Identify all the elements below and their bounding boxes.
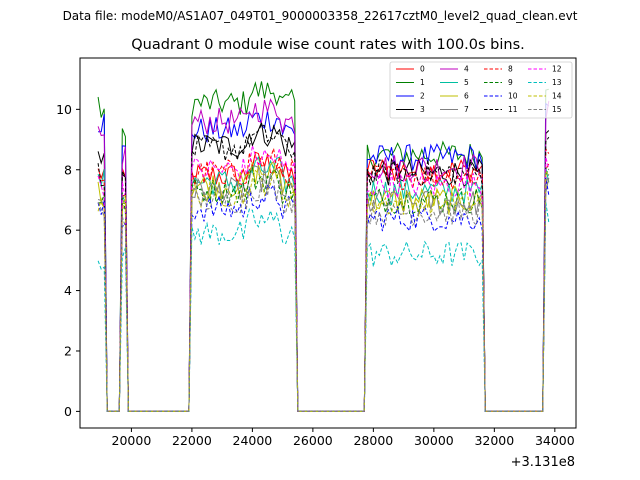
x-tick-label: 32000	[474, 433, 514, 448]
series-line-11	[97, 123, 550, 412]
series-line-15	[97, 173, 550, 412]
legend-label-12: 12	[552, 65, 562, 74]
x-offset-label: +3.131e8	[511, 455, 575, 470]
series-layer	[97, 81, 550, 412]
legend-frame	[389, 61, 573, 119]
legend-label-7: 7	[464, 105, 469, 114]
plot-area-frame	[79, 57, 577, 429]
x-tick-label: 34000	[535, 433, 575, 448]
y-tick-label: 2	[64, 343, 72, 358]
legend-label-5: 5	[464, 78, 469, 87]
legend-label-14: 14	[552, 92, 562, 101]
x-tick-label: 22000	[172, 433, 212, 448]
x-tick-label: 24000	[233, 433, 273, 448]
legend-label-8: 8	[508, 65, 513, 74]
legend-label-4: 4	[464, 65, 469, 74]
x-tick-label: 28000	[353, 433, 393, 448]
legend-label-13: 13	[552, 78, 562, 87]
legend-label-0: 0	[420, 65, 425, 74]
legend-label-2: 2	[420, 92, 425, 101]
legend-label-10: 10	[508, 92, 518, 101]
y-tick-label: 10	[56, 102, 72, 117]
x-tick-label: 20000	[112, 433, 152, 448]
y-tick-label: 8	[64, 162, 72, 177]
legend-label-1: 1	[420, 78, 425, 87]
legend-label-11: 11	[508, 105, 518, 114]
axis-ticks: 20000 22000 24000 26000 28000 30000 32000 34000…	[56, 102, 575, 448]
y-tick-label: 6	[64, 223, 72, 238]
chart-title: Quadrant 0 module wise count rates with …	[131, 37, 525, 53]
legend-label-6: 6	[464, 92, 469, 101]
y-tick-label: 4	[64, 283, 72, 298]
x-tick-label: 30000	[414, 433, 454, 448]
legend-label-3: 3	[420, 105, 425, 114]
figure-suptitle: Data file: modeM0/AS1A07_049T01_90000033…	[63, 9, 578, 23]
x-tick-label: 26000	[293, 433, 333, 448]
legend-label-15: 15	[552, 105, 562, 114]
legend-label-9: 9	[508, 78, 513, 87]
y-tick-label: 0	[64, 404, 72, 419]
